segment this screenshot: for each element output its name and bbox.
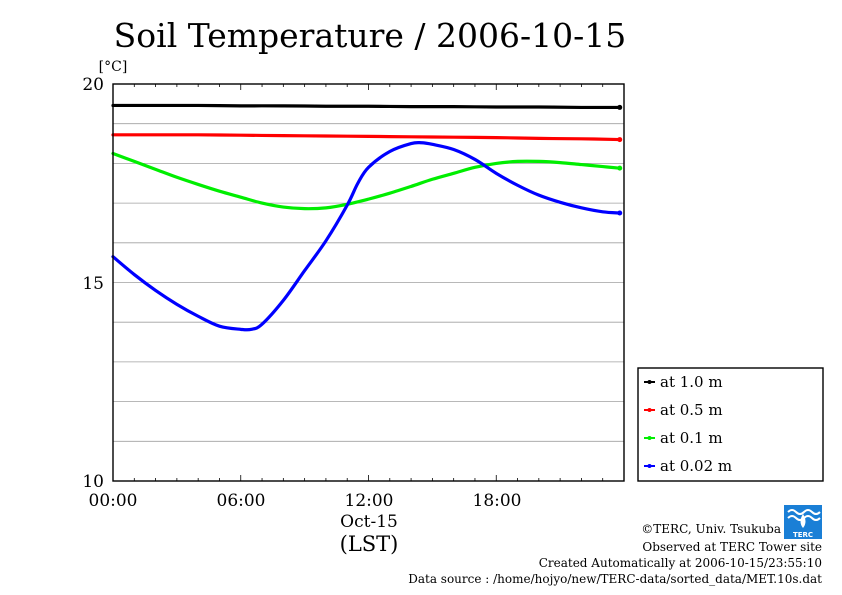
footer-observed: Observed at TERC Tower site — [642, 540, 822, 554]
legend: at 1.0 m at 0.5 m at 0.1 m at 0.02 m — [637, 367, 824, 482]
plot-frame — [112, 83, 625, 482]
series-end-point-3 — [617, 210, 623, 216]
series-layer — [111, 103, 623, 332]
legend-marker — [647, 380, 652, 384]
logo-drop-icon — [800, 514, 806, 528]
grid-lines — [112, 84, 625, 481]
y-tick-label: 15 — [82, 274, 104, 294]
legend-label: at 0.1 m — [660, 429, 723, 447]
y-tick-label: 20 — [82, 75, 104, 95]
terc-logo: TERC — [784, 505, 822, 539]
x-tick-label: 18:00 — [473, 491, 522, 511]
footer-copyright: ©TERC, Univ. Tsukuba — [641, 522, 781, 536]
legend-entry: at 1.0 m — [644, 373, 723, 391]
series-line-0 — [111, 103, 622, 110]
x-tick-label: 06:00 — [217, 491, 266, 511]
legend-marker — [647, 408, 652, 412]
legend-marker — [647, 436, 652, 440]
x-tick-label: 12:00 — [345, 491, 394, 511]
legend-box — [637, 367, 824, 482]
logo-text: TERC — [793, 531, 813, 539]
y-tick-label: 10 — [82, 472, 104, 492]
chart-title: Soil Temperature / 2006-10-15 — [114, 16, 627, 55]
series-line-1 — [111, 133, 622, 142]
series-end-point-0 — [617, 104, 623, 110]
series-end-point-1 — [617, 137, 623, 143]
series-end-point-2 — [617, 165, 623, 171]
footer-created: Created Automatically at 2006-10-15/23:5… — [539, 556, 822, 570]
legend-label: at 0.5 m — [660, 401, 723, 419]
x-date-label: Oct-15 — [340, 512, 398, 532]
series-line-2 — [111, 151, 622, 211]
x-tick-label: 00:00 — [89, 491, 138, 511]
legend-entry: at 0.02 m — [644, 457, 732, 475]
y-unit-label: [°C] — [99, 59, 128, 75]
legend-entry: at 0.1 m — [644, 429, 723, 447]
legend-entry: at 0.5 m — [644, 401, 723, 419]
series-line-3 — [111, 140, 622, 332]
legend-label: at 0.02 m — [660, 457, 732, 475]
x-axis-label: (LST) — [340, 532, 399, 556]
legend-marker — [647, 464, 652, 468]
legend-label: at 1.0 m — [660, 373, 723, 391]
footer-source: Data source : /home/hojyo/new/TERC-data/… — [408, 572, 822, 586]
